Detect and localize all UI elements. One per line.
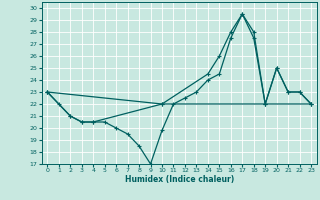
X-axis label: Humidex (Indice chaleur): Humidex (Indice chaleur) (124, 175, 234, 184)
